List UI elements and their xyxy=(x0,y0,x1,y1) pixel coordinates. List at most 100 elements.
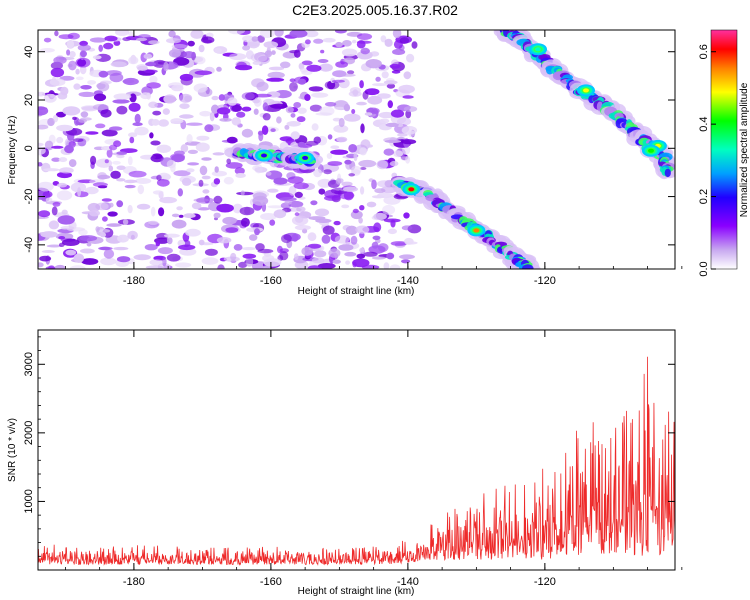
noise-blob xyxy=(253,93,272,98)
noise-blob xyxy=(296,116,306,123)
noise-blob xyxy=(72,138,84,143)
noise-blob xyxy=(132,122,143,127)
noise-blob xyxy=(175,262,192,268)
noise-blob xyxy=(155,241,160,247)
noise-blob xyxy=(106,223,122,227)
noise-blob xyxy=(305,39,311,45)
noise-blob xyxy=(383,80,398,85)
noise-blob xyxy=(330,149,349,155)
noise-blob xyxy=(89,210,100,217)
noise-blob xyxy=(75,68,80,75)
noise-blob xyxy=(38,162,43,167)
noise-blob xyxy=(286,121,301,127)
spectrogram-frame xyxy=(37,29,676,270)
noise-blob xyxy=(242,253,257,259)
noise-blob xyxy=(107,211,118,217)
noise-blob xyxy=(335,178,342,185)
noise-blob xyxy=(195,142,210,152)
noise-blob xyxy=(134,126,149,136)
noise-blob xyxy=(51,157,61,162)
noise-blob xyxy=(50,94,55,98)
hotspot-core xyxy=(583,88,589,93)
noise-blob xyxy=(324,80,340,90)
noise-blob xyxy=(89,37,107,43)
noise-blob xyxy=(150,140,161,146)
noise-blob xyxy=(304,94,311,101)
track-blob xyxy=(522,264,534,269)
noise-blob xyxy=(327,134,333,140)
noise-blob xyxy=(289,30,308,38)
noise-blob xyxy=(320,49,325,54)
noise-blob xyxy=(145,265,164,269)
noise-blob xyxy=(84,186,99,195)
noise-blob xyxy=(128,170,147,178)
noise-blob xyxy=(371,179,377,190)
noise-blob xyxy=(85,131,99,135)
noise-blob xyxy=(347,70,355,75)
noise-blob xyxy=(338,117,345,128)
noise-blob xyxy=(190,30,204,39)
noise-blob xyxy=(92,182,108,187)
noise-blob xyxy=(322,225,335,235)
noise-blob xyxy=(166,253,181,262)
noise-blob xyxy=(356,33,373,40)
noise-blob xyxy=(86,242,92,247)
noise-blob xyxy=(279,136,294,142)
noise-blob xyxy=(101,129,118,137)
noise-blob xyxy=(392,48,406,56)
noise-blob xyxy=(59,167,74,174)
noise-blob xyxy=(68,159,77,168)
top-x-axis-label: Height of straight line (km) xyxy=(298,286,415,297)
noise-blob xyxy=(411,41,418,49)
noise-blob xyxy=(233,244,243,251)
noise-blob xyxy=(279,197,297,202)
top-y-axis: -40 -20 0 20 40 xyxy=(23,46,675,253)
noise-blob xyxy=(73,253,85,263)
noise-blob xyxy=(389,63,401,69)
noise-blob xyxy=(383,148,395,156)
noise-blob xyxy=(343,103,351,112)
noise-blob xyxy=(46,244,62,248)
noise-blob xyxy=(162,257,167,267)
noise-blob xyxy=(282,51,298,59)
noise-blob xyxy=(386,83,396,89)
x-tick-label: -180 xyxy=(123,576,145,588)
noise-blob xyxy=(228,30,246,35)
noise-blob xyxy=(38,210,51,218)
noise-blob xyxy=(267,205,284,209)
noise-blob xyxy=(127,230,138,240)
noise-blob xyxy=(60,225,75,230)
noise-blob xyxy=(301,246,314,256)
noise-blob xyxy=(196,197,214,204)
noise-blob xyxy=(61,238,80,246)
noise-blob xyxy=(335,41,343,48)
noise-blob xyxy=(97,174,111,180)
noise-blob xyxy=(397,133,408,137)
noise-blob xyxy=(179,103,190,109)
noise-blob xyxy=(264,50,273,58)
noise-blob xyxy=(276,116,282,124)
noise-blob xyxy=(306,64,322,72)
noise-blob xyxy=(384,139,402,143)
noise-blob xyxy=(73,83,81,90)
noise-blob xyxy=(213,212,221,219)
noise-blob xyxy=(216,107,231,115)
noise-blob xyxy=(158,207,165,217)
noise-blob xyxy=(311,257,325,264)
noise-blob xyxy=(366,201,377,208)
noise-blob xyxy=(38,106,49,116)
noise-blob xyxy=(293,49,301,58)
noise-blob xyxy=(186,134,193,144)
colorbar-tick-label: 0.6 xyxy=(698,44,710,59)
noise-blob xyxy=(216,203,234,213)
noise-blob xyxy=(191,202,202,210)
noise-blob xyxy=(255,243,265,251)
noise-blob xyxy=(135,178,152,184)
noise-blob xyxy=(350,165,362,175)
noise-blob xyxy=(180,144,189,153)
noise-blob xyxy=(77,44,91,51)
noise-blob xyxy=(313,168,322,178)
x-tick-label: -160 xyxy=(260,275,282,287)
noise-blob xyxy=(250,52,268,63)
noise-blob xyxy=(389,264,401,269)
